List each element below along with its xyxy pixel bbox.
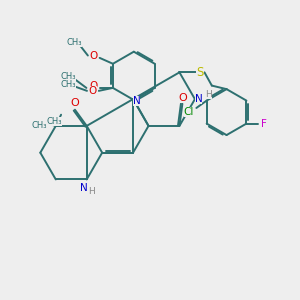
Text: S: S: [196, 66, 204, 79]
Text: CH₃: CH₃: [67, 38, 83, 47]
Text: CH₃: CH₃: [60, 80, 76, 89]
Text: N: N: [133, 96, 140, 106]
Text: O: O: [90, 50, 98, 61]
Text: CH₃: CH₃: [46, 117, 62, 126]
Text: O: O: [178, 93, 187, 103]
Text: CH₃: CH₃: [61, 72, 76, 81]
Text: N: N: [195, 94, 202, 104]
Text: O: O: [89, 86, 97, 96]
Text: Cl: Cl: [184, 107, 194, 117]
Text: H: H: [205, 90, 211, 99]
Text: F: F: [261, 118, 267, 129]
Text: O: O: [70, 98, 79, 108]
Text: N: N: [80, 183, 88, 193]
Text: H: H: [88, 187, 95, 196]
Text: O: O: [90, 81, 98, 92]
Text: CH₃: CH₃: [32, 122, 47, 130]
